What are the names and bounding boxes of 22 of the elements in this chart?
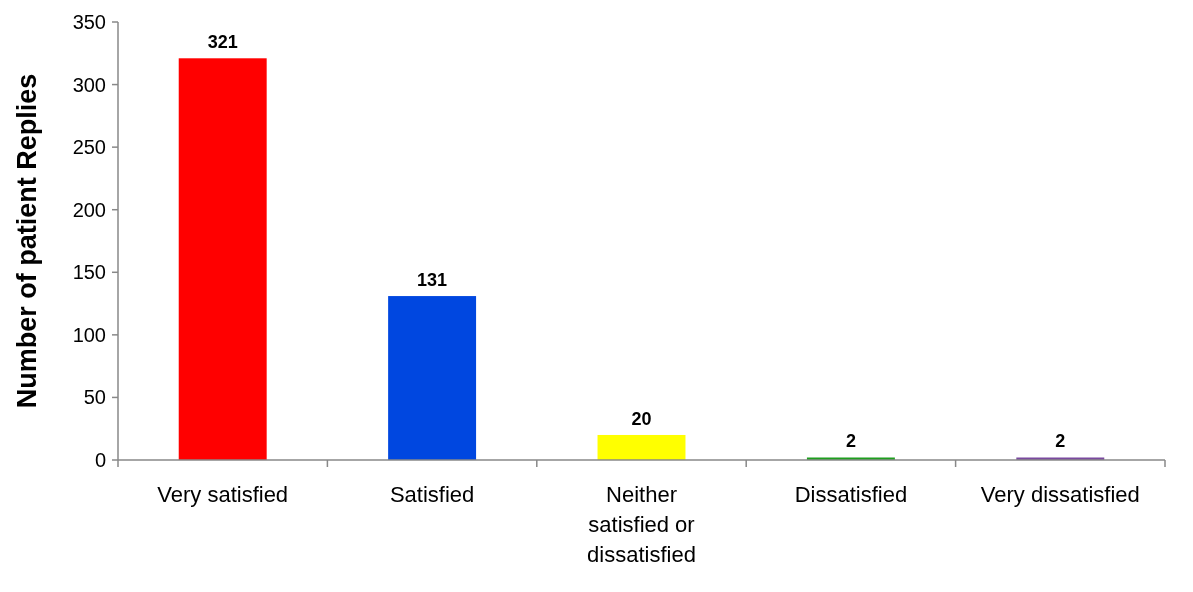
x-tick-label: Dissatisfied: [794, 482, 908, 507]
y-axis-title: Number of patient Replies: [12, 73, 42, 409]
data-label: 131: [417, 270, 448, 291]
data-label: 321: [207, 32, 238, 53]
bar: [178, 58, 267, 460]
y-tick-label: 200: [72, 198, 106, 221]
y-tick-label: 150: [72, 261, 106, 284]
bar: [388, 296, 477, 460]
data-label: 2: [845, 431, 856, 452]
y-tick-label: 300: [72, 73, 106, 96]
data-label: 2: [1055, 431, 1066, 452]
y-tick-label: 50: [83, 386, 106, 409]
y-tick-label: 0: [94, 449, 106, 471]
y-tick-label: 250: [72, 136, 106, 159]
bar: [597, 434, 686, 460]
x-tick-label: Very dissatisfied: [980, 482, 1140, 507]
x-tick-label: Neither satisfied or dissatisfied: [587, 482, 696, 567]
x-tick-label: Satisfied: [389, 482, 475, 507]
x-tick-label: Very satisfied: [157, 482, 289, 507]
data-label: 20: [631, 408, 652, 429]
y-tick-label: 350: [72, 11, 106, 33]
y-tick-label: 100: [72, 323, 106, 346]
